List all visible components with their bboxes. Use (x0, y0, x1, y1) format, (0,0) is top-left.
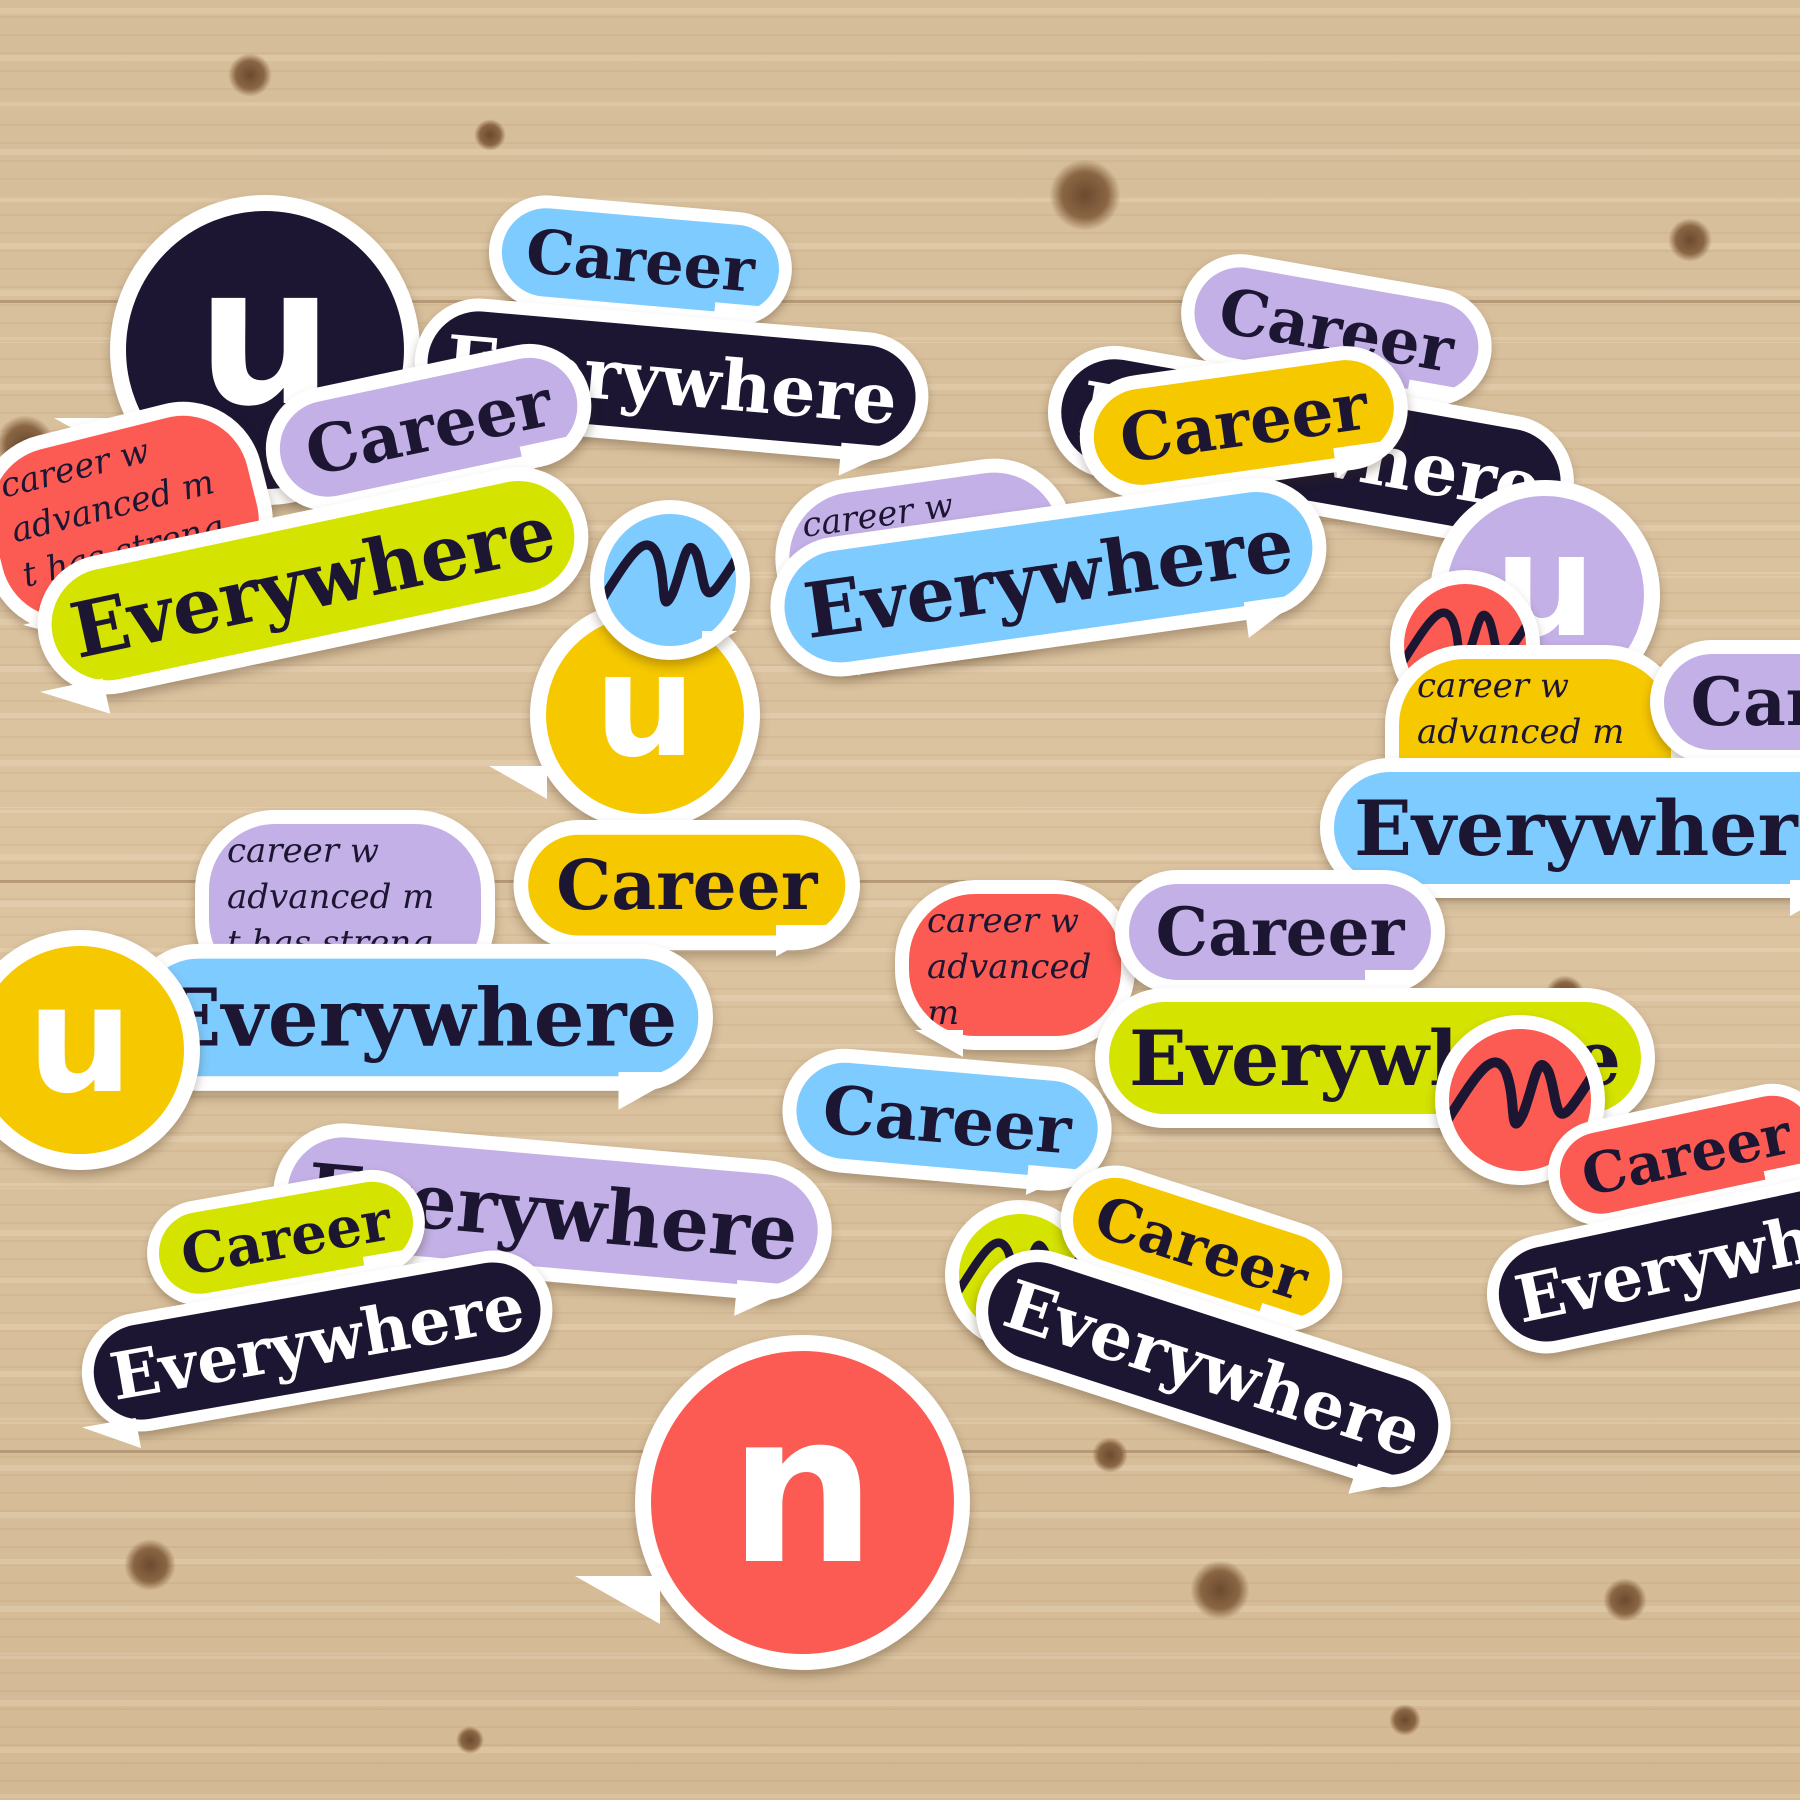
script-swirl-icon (1449, 1057, 1591, 1129)
everywhere-label: Everywhere (1353, 783, 1800, 873)
speech-tail (915, 1030, 963, 1057)
handwriting-line: career w (1417, 666, 1569, 706)
speech-tail (1790, 880, 1800, 916)
everywhere-bubble: Everywhere (1095, 988, 1655, 1128)
career-label: Career (819, 1070, 1075, 1170)
wood-knot (228, 53, 272, 97)
wood-knot (1668, 218, 1712, 262)
handwriting-line: advanced m (1417, 712, 1625, 752)
wood-seam (0, 300, 1800, 303)
logo-letter: n (728, 1368, 877, 1611)
wood-knot (1603, 1578, 1647, 1622)
speech-tail (618, 1072, 686, 1110)
speech-tail (776, 925, 833, 957)
everywhere-bubble: Everywhere (125, 943, 713, 1091)
speech-tail (488, 765, 547, 799)
wood-knot (1190, 1560, 1250, 1620)
speech-tail (574, 1576, 660, 1625)
everywhere-label: Everywhere (160, 970, 678, 1065)
brand-logo-bubble: n (635, 1335, 970, 1670)
script-swirl-icon (604, 540, 736, 607)
wood-knot (456, 1726, 484, 1754)
career-label: Career (1115, 366, 1373, 479)
career-bubble: Career (1650, 640, 1800, 764)
speech-tail (734, 1280, 802, 1322)
wood-knot (1389, 1704, 1421, 1736)
handwriting-line: career w (227, 831, 379, 871)
wood-knot (1049, 159, 1121, 231)
swirl-stroke (1449, 1057, 1591, 1129)
speech-tail (702, 631, 737, 652)
career-label: Career (1690, 663, 1800, 741)
handwriting-line: advanced m (927, 947, 1092, 1033)
speech-tail (1243, 593, 1313, 638)
handwriting-line: advanced m (227, 877, 435, 917)
wood-knot (474, 119, 506, 151)
wood-seam (0, 880, 1800, 883)
everywhere-bubble: Everywhere (1320, 758, 1800, 898)
speech-tail (40, 678, 111, 728)
handwriting-line: career w (927, 901, 1079, 941)
career-label: Career (556, 844, 818, 927)
logo-letter: u (27, 953, 133, 1127)
career-label: Career (1155, 893, 1405, 971)
career-label: Career (523, 214, 758, 307)
wood-knot (124, 1539, 176, 1591)
swirl-stroke (604, 540, 736, 607)
wood-knot (1092, 1437, 1128, 1473)
